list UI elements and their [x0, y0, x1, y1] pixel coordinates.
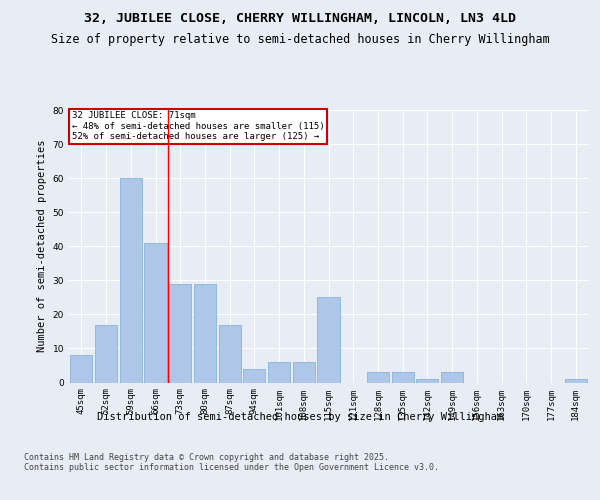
Bar: [95, 324, 117, 382]
Text: 32, JUBILEE CLOSE, CHERRY WILLINGHAM, LINCOLN, LN3 4LD: 32, JUBILEE CLOSE, CHERRY WILLINGHAM, LI…: [84, 12, 516, 26]
Bar: [416, 379, 439, 382]
Text: Size of property relative to semi-detached houses in Cherry Willingham: Size of property relative to semi-detach…: [50, 32, 550, 46]
Text: Distribution of semi-detached houses by size in Cherry Willingham: Distribution of semi-detached houses by …: [97, 412, 503, 422]
Bar: [119, 178, 142, 382]
Bar: [70, 355, 92, 382]
Y-axis label: Number of semi-detached properties: Number of semi-detached properties: [37, 140, 47, 352]
Bar: [218, 324, 241, 382]
Bar: [293, 362, 315, 382]
Bar: [268, 362, 290, 382]
Bar: [367, 372, 389, 382]
Bar: [392, 372, 414, 382]
Bar: [169, 284, 191, 382]
Text: Contains HM Land Registry data © Crown copyright and database right 2025.
Contai: Contains HM Land Registry data © Crown c…: [24, 452, 439, 472]
Bar: [565, 379, 587, 382]
Bar: [145, 243, 167, 382]
Bar: [194, 284, 216, 382]
Bar: [243, 369, 265, 382]
Text: 32 JUBILEE CLOSE: 71sqm
← 48% of semi-detached houses are smaller (115)
52% of s: 32 JUBILEE CLOSE: 71sqm ← 48% of semi-de…: [71, 112, 324, 141]
Bar: [441, 372, 463, 382]
Bar: [317, 298, 340, 382]
